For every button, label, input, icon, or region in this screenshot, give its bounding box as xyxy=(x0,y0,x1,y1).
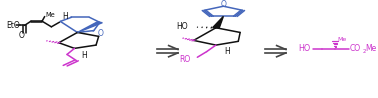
Text: O: O xyxy=(98,29,104,38)
Text: ..: .. xyxy=(212,24,216,29)
Text: Me: Me xyxy=(337,37,346,42)
Text: ..: .. xyxy=(91,28,95,33)
Text: Me: Me xyxy=(365,44,376,53)
Text: EtO: EtO xyxy=(7,21,20,30)
Text: Me: Me xyxy=(45,12,55,18)
Text: O: O xyxy=(220,0,226,9)
Polygon shape xyxy=(77,22,102,32)
Text: H: H xyxy=(224,47,230,56)
Polygon shape xyxy=(213,16,223,28)
Text: RO: RO xyxy=(180,55,191,64)
Text: CO: CO xyxy=(350,44,361,53)
Text: HO: HO xyxy=(298,44,310,53)
Text: HO: HO xyxy=(177,22,188,31)
Text: 2: 2 xyxy=(362,49,366,54)
Text: H: H xyxy=(81,51,87,60)
Text: H: H xyxy=(62,12,68,21)
Text: O: O xyxy=(18,31,24,40)
